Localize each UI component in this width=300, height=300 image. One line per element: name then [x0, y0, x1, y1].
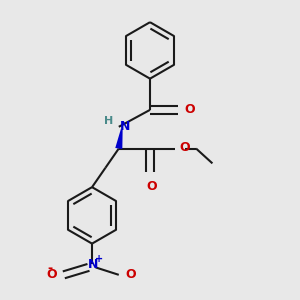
Text: O: O: [146, 180, 157, 193]
Text: O: O: [180, 141, 190, 154]
Text: -: -: [48, 262, 53, 275]
Text: O: O: [125, 268, 136, 281]
Polygon shape: [115, 129, 123, 149]
Text: N: N: [120, 120, 131, 133]
Text: N: N: [87, 258, 98, 271]
Text: O: O: [185, 103, 195, 116]
Text: O: O: [46, 268, 57, 281]
Text: +: +: [95, 254, 104, 264]
Text: H: H: [104, 116, 113, 127]
